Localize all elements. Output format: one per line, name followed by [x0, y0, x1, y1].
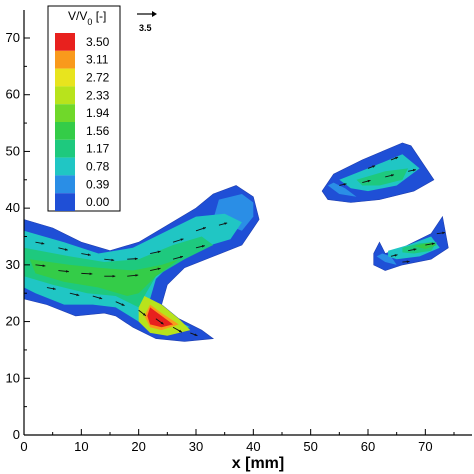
vector-head-27	[391, 174, 394, 177]
vector-head-24	[194, 333, 198, 336]
vector-head-5	[157, 250, 161, 254]
velocity-vectors	[35, 156, 446, 337]
vector-head-30	[395, 156, 399, 160]
vector-head-34	[442, 231, 446, 235]
vector-head-28	[412, 168, 416, 172]
vector-head-10	[66, 270, 69, 273]
reference-vector-head	[152, 11, 157, 17]
colorbar-title-sub: 0	[87, 17, 92, 27]
y-tick-label-10: 10	[6, 370, 20, 385]
x-tick-label-30: 30	[189, 439, 203, 454]
colorbar-title-unit: [-]	[92, 9, 106, 23]
vector-head-19	[99, 296, 103, 300]
x-axis-ticks: 0 10 20 30 40 50 60 70	[20, 429, 455, 454]
band-main-jet-level-9	[147, 307, 174, 328]
band-lower-right-jet-level-1	[376, 253, 397, 265]
y-tick-label-60: 60	[6, 87, 20, 102]
x-tick-label-40: 40	[246, 439, 260, 454]
colorbar-swatch-9	[55, 193, 75, 211]
vector-head-35	[406, 260, 410, 263]
colorbar-label-6: 1.17	[86, 142, 110, 156]
colorbar-swatches: 3.50 3.11 2.72 2.33 1.94 1.56 1.17 0.78 0.39 0.00	[55, 33, 110, 211]
vector-head-11	[89, 272, 93, 276]
band-main-jet-level-4	[29, 259, 179, 296]
vector-head-32	[413, 248, 417, 251]
vector-head-18	[76, 293, 80, 297]
vector-head-17	[52, 287, 56, 290]
vector-head-7	[202, 227, 206, 230]
vector-head-1	[64, 248, 68, 251]
x-tick-label-0: 0	[20, 439, 27, 454]
vector-head-9	[42, 264, 46, 267]
colorbar-label-3: 2.33	[86, 88, 110, 102]
y-tick-label-0: 0	[13, 427, 20, 442]
colorbar-swatch-7	[55, 157, 75, 176]
vector-head-22	[160, 321, 164, 325]
vector-head-23	[178, 329, 182, 333]
vector-head-6	[180, 238, 184, 241]
y-axis-ticks: 0 10 20 30 40 50 60 70	[6, 30, 30, 442]
colorbar-swatch-4	[55, 104, 75, 122]
vector-head-0	[41, 242, 45, 245]
colorbar-swatch-3	[55, 86, 75, 105]
vector-head-13	[135, 274, 139, 277]
vector-head-2	[87, 253, 91, 256]
vector-head-4	[134, 257, 138, 261]
colorbar-swatch-5	[55, 122, 75, 140]
colorbar-label-5: 1.56	[86, 124, 110, 138]
colorbar-title: V/V0 [-]	[68, 9, 106, 27]
vector-head-25	[343, 183, 347, 186]
contour-regions	[23, 142, 449, 342]
band-upper-right-jet-level-1	[327, 182, 357, 197]
x-tick-label-10: 10	[74, 439, 88, 454]
colorbar-label-9: 0.00	[86, 195, 110, 209]
colorbar-label-7: 0.78	[86, 160, 110, 174]
vector-head-3	[111, 258, 115, 262]
colorbar-swatch-0	[55, 33, 75, 51]
colorbar-title-main: V/V	[68, 9, 87, 23]
colorbar-swatch-1	[55, 50, 75, 69]
colorbar-swatch-6	[55, 139, 75, 158]
colorbar-label-4: 1.94	[86, 106, 110, 120]
colorbar-legend: V/V0 [-] 3.50 3.11 2.72 2.33 1.94 1.56 1.17 0.7…	[47, 5, 121, 212]
colorbar-swatch-2	[55, 68, 75, 87]
y-tick-label-20: 20	[6, 314, 20, 329]
reference-vector-label: 3.5	[139, 23, 152, 33]
vector-head-16	[201, 245, 205, 248]
vector-head-12	[112, 274, 116, 278]
colorbar-label-1: 3.11	[86, 53, 109, 67]
x-tick-label-70: 70	[418, 439, 432, 454]
vector-head-26	[367, 179, 371, 183]
x-tick-label-60: 60	[361, 439, 375, 454]
vector-head-20	[121, 303, 125, 306]
y-tick-label-50: 50	[6, 143, 20, 158]
colorbar-label-2: 2.72	[86, 71, 110, 85]
y-tick-label-70: 70	[6, 30, 20, 45]
vector-head-31	[394, 254, 398, 257]
vector-head-15	[180, 255, 183, 259]
reference-vector: 3.5	[137, 11, 157, 33]
y-tick-label-40: 40	[6, 200, 20, 215]
colorbar-label-8: 0.39	[86, 177, 110, 191]
x-axis-label: x [mm]	[232, 455, 284, 472]
x-tick-label-20: 20	[131, 439, 145, 454]
vector-head-14	[157, 267, 161, 271]
vector-head-21	[142, 313, 146, 316]
colorbar-swatch-8	[55, 175, 75, 194]
x-tick-label-50: 50	[303, 439, 317, 454]
colorbar-label-0: 3.50	[86, 35, 110, 49]
vector-head-33	[431, 242, 435, 246]
vector-head-29	[372, 165, 376, 168]
vector-head-8	[224, 222, 228, 225]
y-tick-label-30: 30	[6, 257, 20, 272]
